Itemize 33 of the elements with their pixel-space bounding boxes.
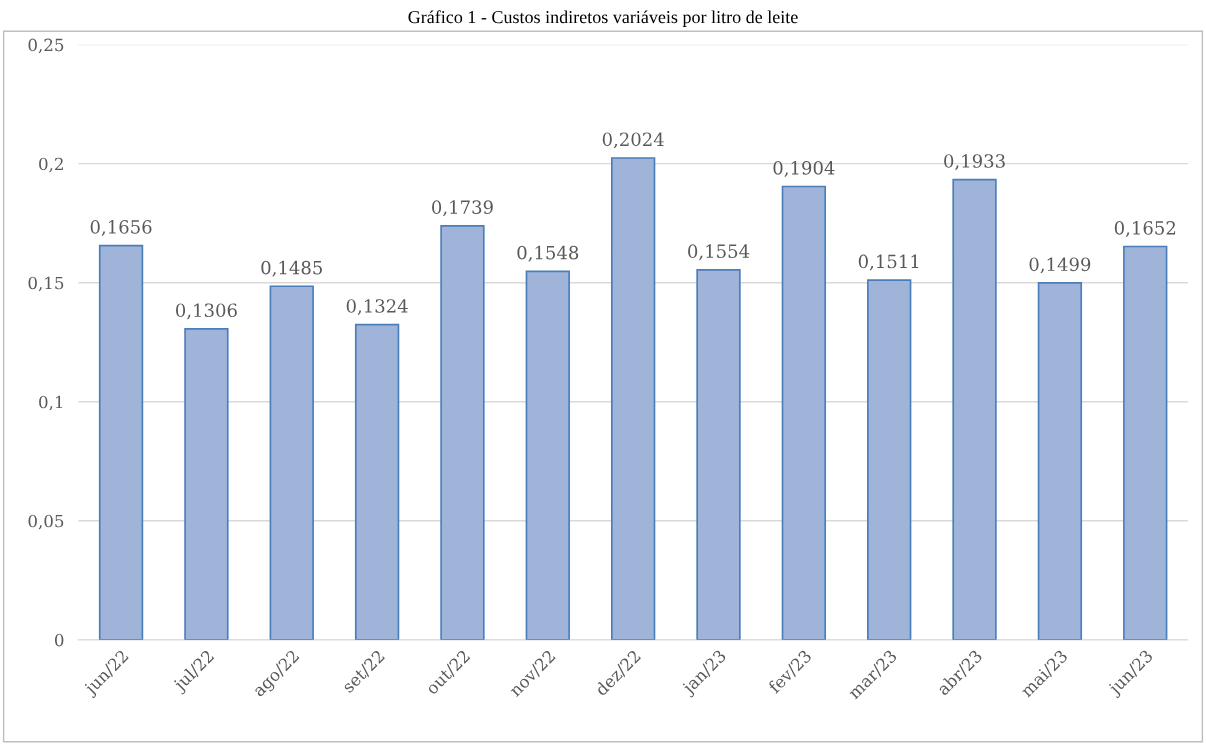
data-label: 0,1652 [1114, 221, 1176, 237]
bar [781, 185, 827, 640]
data-label: 0,1324 [346, 299, 408, 315]
y-tick-label: 0 [55, 633, 64, 647]
data-label: 0,1554 [688, 244, 750, 261]
data-label: 0,2024 [602, 132, 664, 149]
y-tick-label: 0,25 [28, 38, 64, 54]
data-label: 0,1933 [944, 154, 1005, 170]
bar [525, 270, 570, 640]
data-label: 0,1656 [90, 220, 152, 236]
bar [610, 157, 656, 640]
y-tick-label: 0,2 [39, 157, 63, 173]
bar [867, 279, 912, 640]
bar [98, 244, 144, 640]
bar [184, 328, 229, 640]
bar [952, 178, 997, 640]
bar [354, 323, 400, 640]
bar [440, 224, 485, 640]
data-label: 0,1499 [1029, 257, 1091, 274]
data-label: 0,1739 [432, 200, 493, 217]
bar [269, 285, 314, 640]
data-label: 0,1548 [517, 245, 579, 262]
data-label: 0,1904 [773, 161, 835, 177]
bar [1123, 245, 1168, 640]
data-label: 0,1306 [176, 303, 237, 320]
y-tick-label: 0,1 [39, 395, 63, 411]
bar [1037, 282, 1083, 640]
y-tick-label: 0,05 [28, 514, 64, 530]
chart-title: Gráfico 1 - Custos indiretos variáveis por litro de leite [408, 10, 798, 27]
data-label: 0,1485 [261, 260, 322, 277]
data-label: 0,1511 [858, 254, 919, 271]
y-tick-label: 0,15 [28, 276, 64, 292]
bar [696, 269, 741, 640]
